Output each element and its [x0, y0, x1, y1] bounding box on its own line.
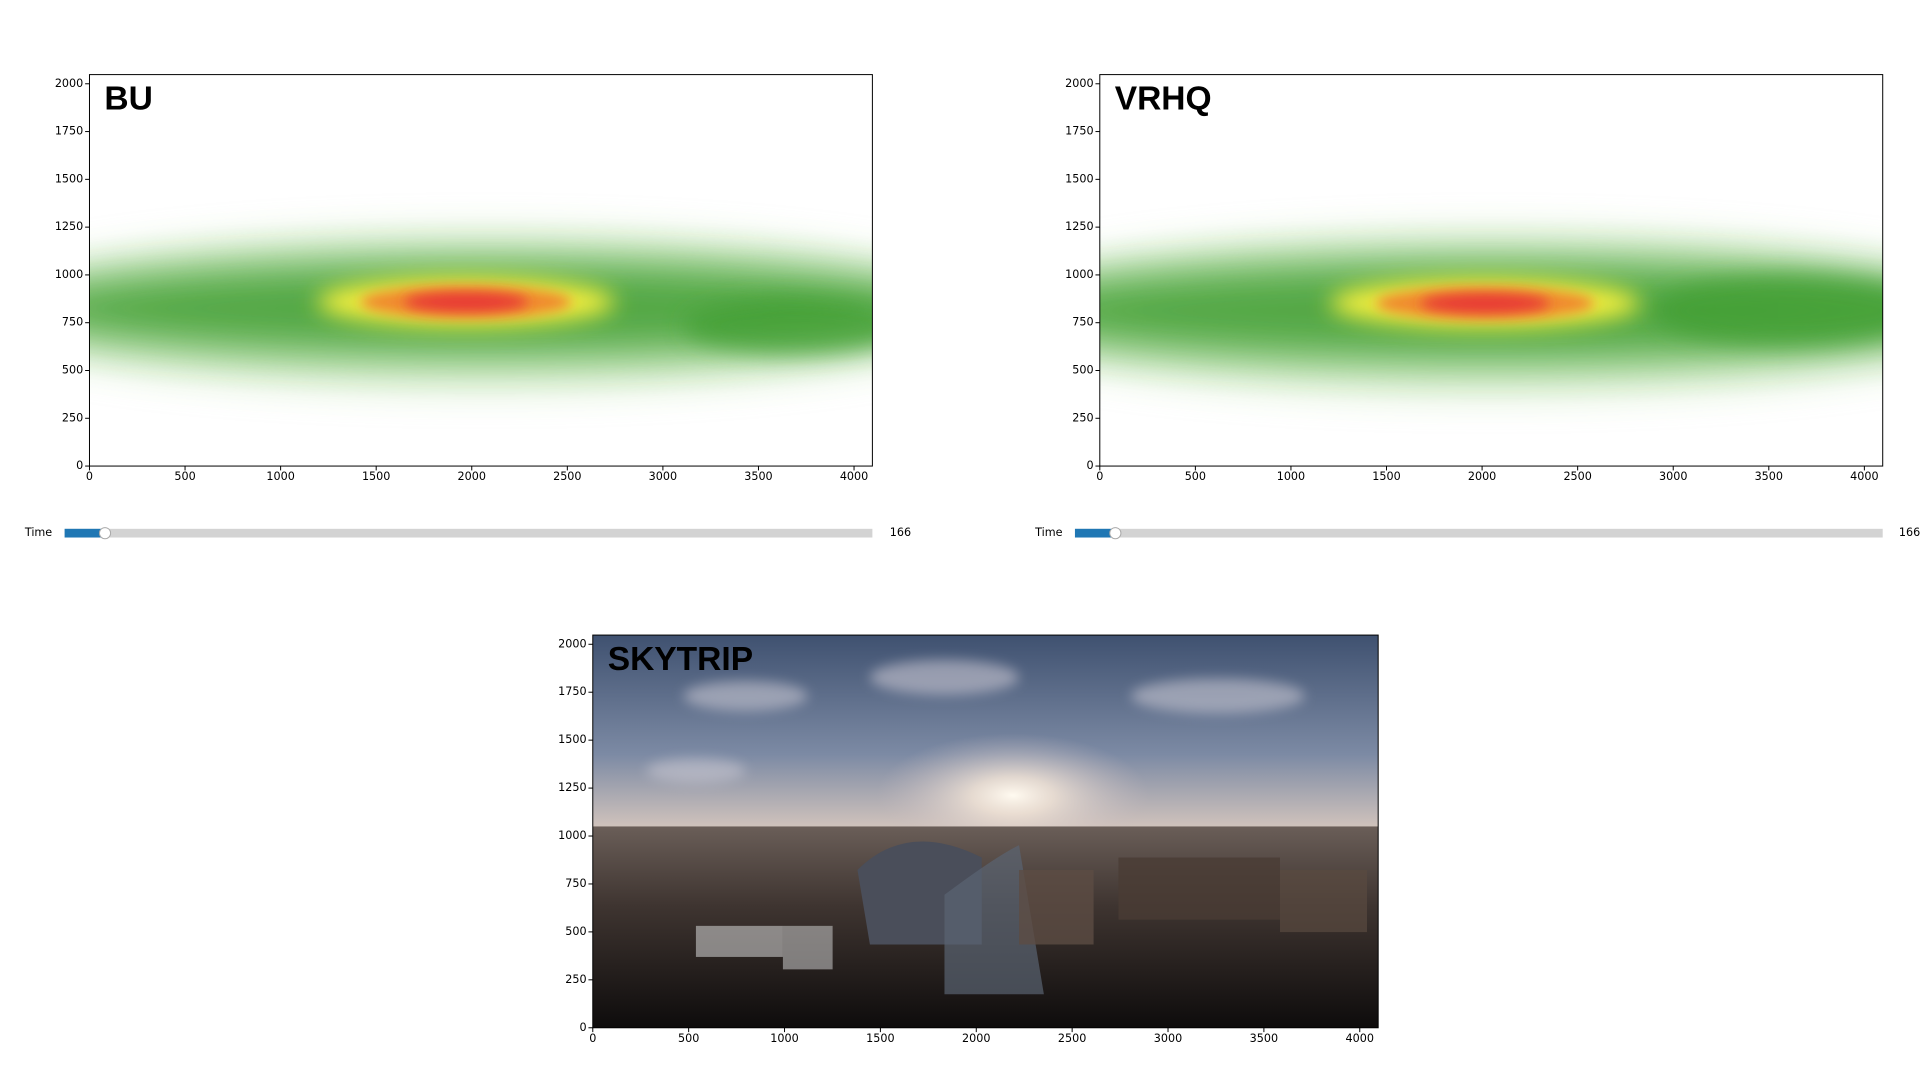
- y-tick-label: 1000: [55, 268, 83, 281]
- slider-track: [64, 528, 873, 538]
- x-tick-label: 2000: [962, 1032, 990, 1045]
- y-tick-label: 500: [62, 363, 83, 376]
- axes-frame: [592, 634, 1379, 1029]
- x-tick-label: 0: [589, 1032, 596, 1045]
- x-tick-label: 4000: [1850, 470, 1878, 483]
- y-tick-label: 2000: [55, 77, 83, 90]
- x-tick-label: 2500: [1058, 1032, 1086, 1045]
- y-tick-label: 250: [1072, 411, 1093, 424]
- y-tick-label: 0: [579, 1021, 586, 1034]
- x-tick-label: 2000: [1468, 470, 1496, 483]
- y-tick-label: 1500: [558, 733, 586, 746]
- y-tick-label: 1500: [55, 172, 83, 185]
- slider-value: 166: [890, 526, 911, 539]
- x-tick-label: 3500: [1755, 470, 1783, 483]
- x-tick-label: 2500: [553, 470, 581, 483]
- x-tick-label: 2500: [1563, 470, 1591, 483]
- y-tick-label: 1750: [558, 685, 586, 698]
- panel-title: BU: [104, 81, 152, 118]
- x-tick-label: 0: [1096, 470, 1103, 483]
- y-tick-label: 2000: [1065, 77, 1093, 90]
- time-slider[interactable]: Time 166: [24, 526, 911, 540]
- x-tick-label: 3000: [1154, 1032, 1182, 1045]
- x-tick-label: 1000: [770, 1032, 798, 1045]
- slider-label: Time: [1034, 526, 1062, 539]
- slider-handle[interactable]: [98, 527, 112, 540]
- x-tick-label: 4000: [840, 470, 868, 483]
- heatmap: [89, 236, 873, 386]
- y-tick-label: 0: [1086, 459, 1093, 472]
- y-tick-label: 1250: [55, 220, 83, 233]
- x-tick-label: 3000: [1659, 470, 1687, 483]
- y-tick-label: 250: [565, 973, 586, 986]
- x-tick-label: 500: [174, 470, 195, 483]
- plot-panel: 0 500 1000 1500 2000 2500 3000 3500 4000 0 250 500 7…: [1034, 74, 1920, 540]
- y-tick-label: 1750: [1065, 125, 1093, 138]
- x-tick-label: 1000: [1277, 470, 1305, 483]
- slider-handle[interactable]: [1109, 527, 1122, 540]
- y-tick-label: 750: [62, 316, 83, 329]
- y-tick-label: 1000: [558, 829, 586, 842]
- x-tick-label: 3500: [1250, 1032, 1278, 1045]
- y-tick-label: 750: [1072, 316, 1093, 329]
- x-tick-label: 1500: [866, 1032, 894, 1045]
- y-tick-label: 2000: [558, 637, 586, 650]
- x-tick-label: 0: [86, 470, 93, 483]
- panel-title: SKYTRIP: [608, 641, 753, 678]
- x-tick-label: 4000: [1346, 1032, 1374, 1045]
- x-tick-label: 3500: [744, 470, 772, 483]
- y-tick-label: 1250: [1065, 220, 1093, 233]
- x-tick-label: 1500: [362, 470, 390, 483]
- x-tick-label: 500: [1185, 470, 1206, 483]
- axes-frame: [88, 74, 873, 467]
- y-tick-label: 250: [62, 411, 83, 424]
- y-tick-label: 750: [565, 877, 586, 890]
- plot-panel: 0 500 1000 1500 2000 2500 3000 3500 4000 0 250 500 7…: [558, 634, 1379, 1045]
- y-tick-label: 1250: [558, 781, 586, 794]
- y-tick-label: 0: [76, 459, 83, 472]
- slider-fill: [1074, 528, 1116, 538]
- x-tick-label: 500: [678, 1032, 699, 1045]
- plot-panel: 0 500 1000 1500 2000 2500 3000 3500 4000 0 250 500 7…: [24, 74, 911, 540]
- panel-title: VRHQ: [1115, 81, 1212, 118]
- panorama-image: [592, 635, 1379, 1028]
- y-tick-label: 1750: [55, 125, 83, 138]
- x-tick-label: 2000: [458, 470, 486, 483]
- y-tick-label: 500: [1072, 363, 1093, 376]
- x-tick-label: 1000: [266, 470, 294, 483]
- slider-fill: [64, 528, 106, 538]
- time-slider[interactable]: Time 166: [1034, 526, 1920, 540]
- y-tick-label: 500: [565, 925, 586, 938]
- y-tick-label: 1000: [1065, 268, 1093, 281]
- slider-value: 166: [1899, 526, 1920, 539]
- axes-frame: [1099, 74, 1884, 467]
- slider-label: Time: [24, 526, 52, 539]
- x-tick-label: 3000: [649, 470, 677, 483]
- x-tick-label: 1500: [1372, 470, 1400, 483]
- slider-track: [1074, 528, 1883, 538]
- y-tick-label: 1500: [1065, 172, 1093, 185]
- heatmap: [1099, 236, 1883, 391]
